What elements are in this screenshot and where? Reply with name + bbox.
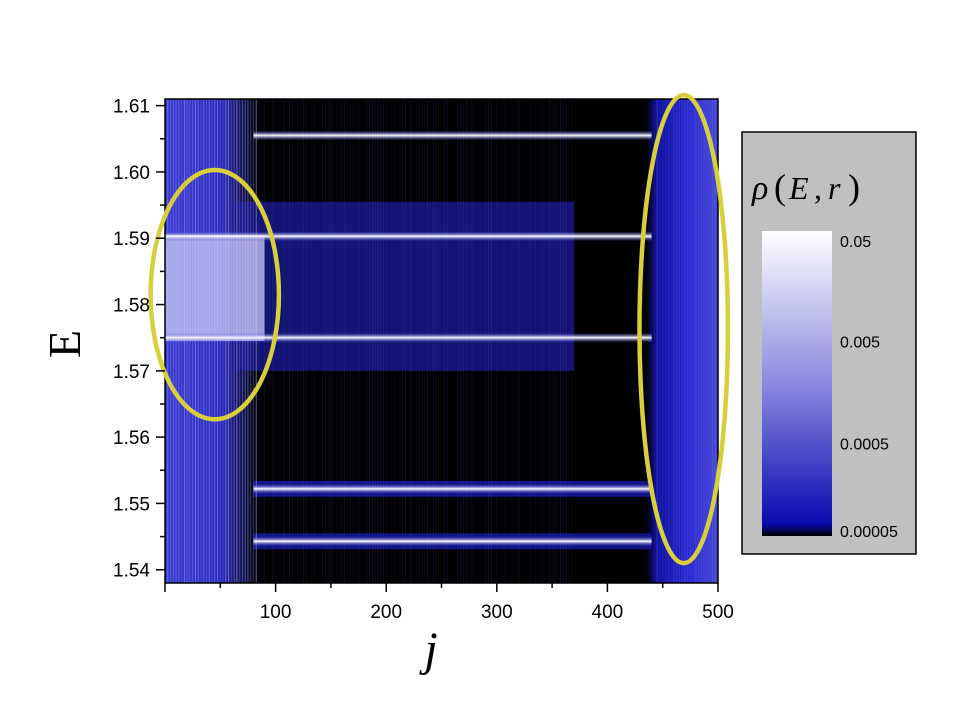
y-tick-label: 1.59 (113, 229, 150, 250)
heatmap-layer (165, 99, 718, 583)
x-axis: 100 200 300 400 500 (164, 583, 734, 623)
band-1 (165, 231, 652, 242)
colorbar-title-open-paren: ( (774, 167, 786, 207)
colorbar-tick-label: 0.00005 (840, 524, 898, 541)
band-4 (253, 536, 652, 547)
highlight-ellipse-1 (637, 92, 731, 566)
x-tick-label: 100 (260, 602, 292, 623)
y-tick-label: 1.60 (113, 163, 150, 184)
x-tick-label: 200 (370, 602, 402, 623)
colorbar-legend: ρ ( E , r ) 0.05 0.005 0.0005 0.00005 (741, 131, 917, 555)
colorbar-title-arg-e: E (788, 170, 809, 206)
left-bright-patch (165, 234, 265, 341)
x-tick-label: 500 (702, 602, 734, 623)
right-edge-region (646, 99, 718, 583)
colorbar-title-comma: , (814, 170, 822, 206)
x-tick-label: 300 (481, 602, 513, 623)
colorbar-tick-label: 0.0005 (840, 436, 889, 453)
colorbar-tick-label: 0.05 (840, 234, 871, 251)
colorbar-title-close-paren: ) (848, 167, 860, 207)
y-tick-label: 1.58 (113, 296, 150, 317)
x-axis-label: j (418, 623, 437, 676)
colorbar-gradient (762, 231, 832, 536)
colorbar-ticks: 0.05 0.005 0.0005 0.00005 (840, 234, 898, 541)
band-3 (253, 483, 652, 494)
x-tick-label: 400 (592, 602, 624, 623)
y-tick-label: 1.61 (113, 97, 150, 118)
y-axis: 1.54 1.55 1.56 1.57 1.58 1.59 1.60 1.61 (113, 97, 165, 582)
band-2 (165, 332, 652, 343)
colorbar-title-symbol: ρ (751, 170, 768, 207)
colorbar-tick-label: 0.005 (840, 335, 880, 352)
band-0 (253, 130, 652, 141)
plot-area (164, 98, 719, 584)
colorbar-title: ρ ( E , r ) (751, 167, 860, 207)
y-tick-label: 1.54 (113, 561, 150, 582)
colorbar-title-arg-r: r (828, 170, 841, 206)
highlight-ellipses (148, 92, 731, 566)
y-tick-label: 1.55 (113, 494, 150, 515)
y-tick-label: 1.56 (113, 428, 150, 449)
y-tick-label: 1.57 (113, 362, 150, 383)
y-axis-label: E (39, 330, 90, 358)
highlight-ellipse-0 (148, 167, 282, 422)
